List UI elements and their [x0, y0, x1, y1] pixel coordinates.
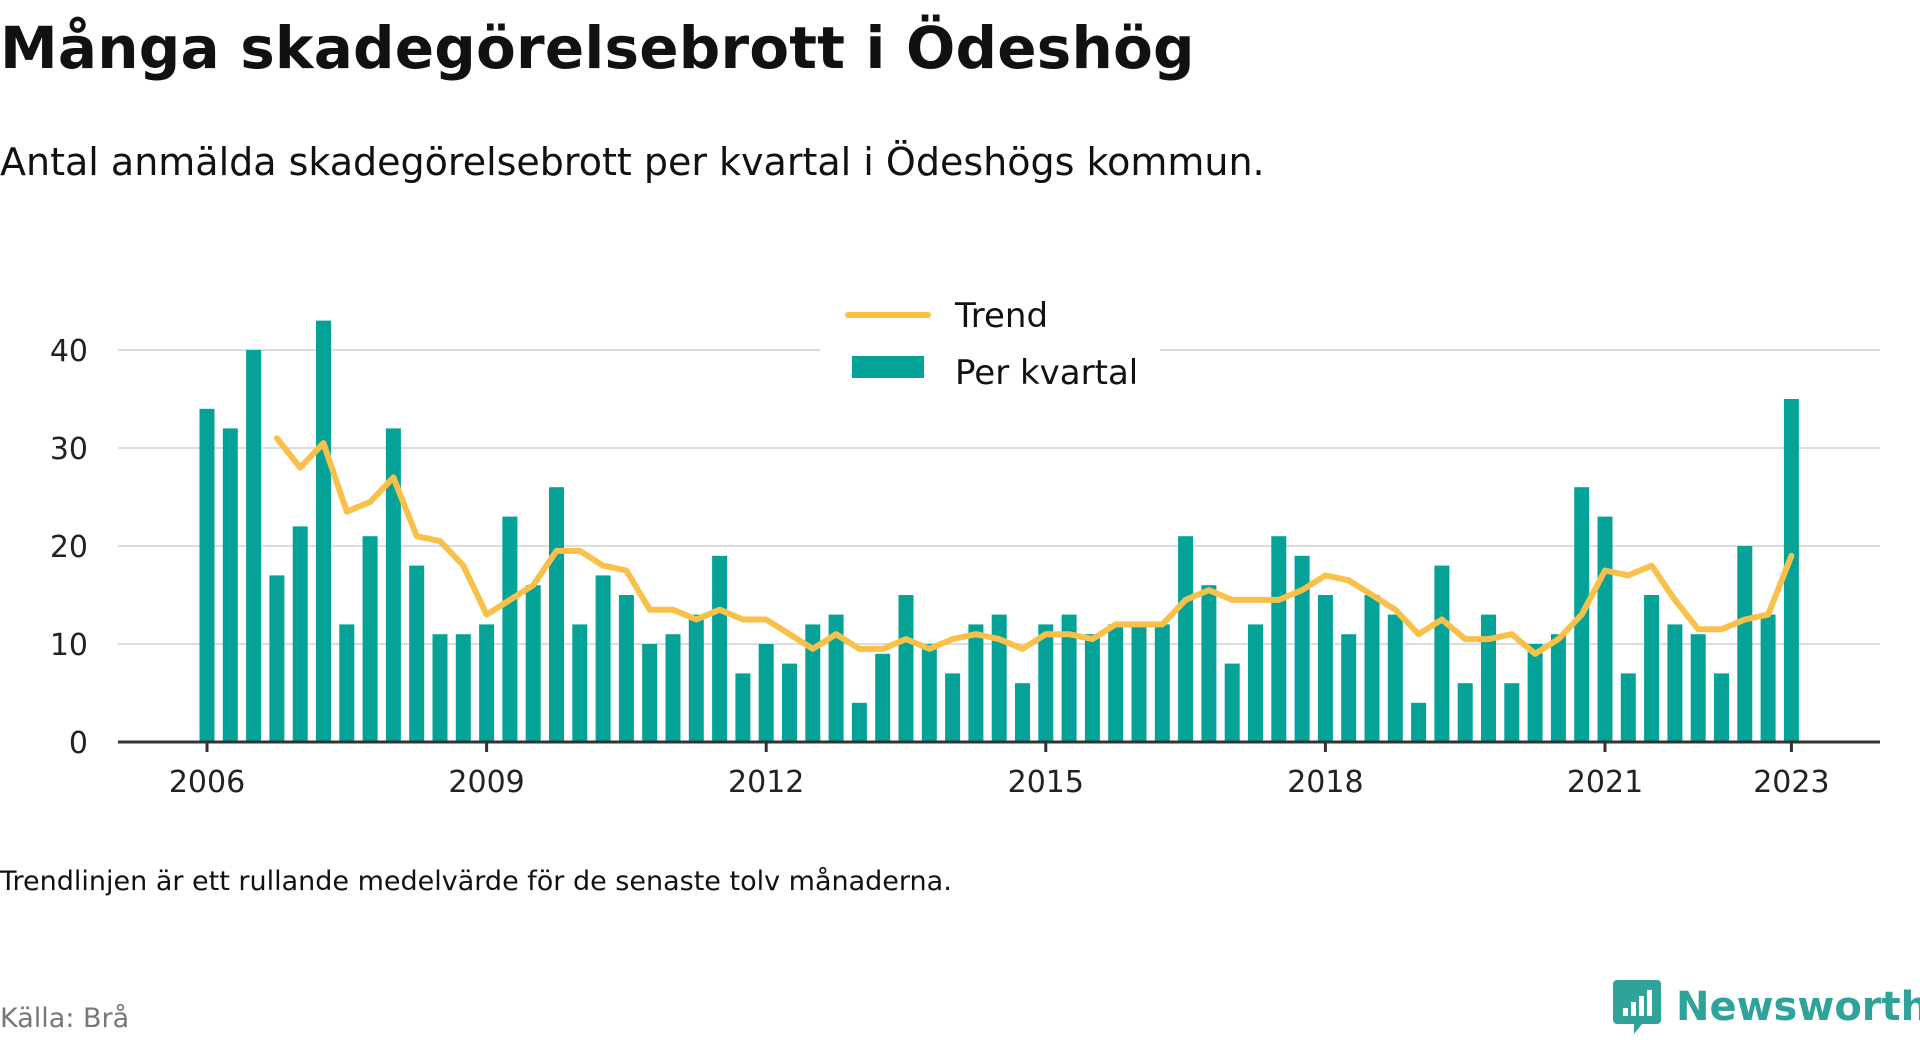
bar	[1224, 663, 1240, 742]
bar	[269, 575, 285, 742]
bar	[1038, 624, 1054, 742]
x-tick-label: 2015	[1008, 765, 1084, 800]
bar	[1387, 614, 1403, 742]
y-tick-label: 10	[50, 628, 88, 663]
bar	[222, 428, 238, 742]
x-tick-label: 2012	[728, 765, 804, 800]
bar	[1294, 555, 1310, 742]
source-label: Källa: Brå	[0, 1003, 130, 1034]
bar	[362, 536, 378, 742]
chart-title: Många skadegörelsebrott i Ödeshög	[0, 14, 1195, 82]
bar	[1550, 634, 1566, 742]
bar	[1084, 634, 1100, 742]
bar	[479, 624, 495, 742]
chart: 0 10 20 30 40 2006 2009 2012 2015 2018 2021 2023 T…	[50, 250, 1880, 800]
bar	[1481, 614, 1496, 742]
bar	[292, 526, 308, 742]
chart-note: Trendlinjen är ett rullande medelvärde f…	[0, 866, 952, 897]
bar	[688, 614, 704, 742]
trend-line	[273, 435, 1795, 657]
bar	[595, 575, 611, 742]
bar	[828, 614, 844, 742]
y-tick-label: 20	[50, 530, 88, 565]
bar	[618, 595, 634, 742]
bar	[199, 408, 215, 742]
bar	[432, 634, 448, 742]
y-tick-label: 30	[50, 432, 88, 467]
bar	[246, 350, 262, 742]
legend-bar-swatch	[852, 356, 924, 378]
bar	[572, 624, 588, 742]
bar	[1783, 399, 1799, 742]
bar	[1597, 516, 1613, 742]
bar	[1154, 624, 1170, 742]
bar	[1317, 595, 1333, 742]
bar	[1015, 683, 1030, 742]
legend-trend-label: Trend	[954, 296, 1048, 336]
x-tick-label: 2023	[1753, 765, 1829, 800]
bar	[921, 644, 937, 742]
bars-per-kvartal	[199, 320, 1799, 742]
x-tick-label: 2018	[1287, 765, 1363, 800]
bar	[316, 320, 331, 742]
bar	[1364, 595, 1380, 742]
bar	[525, 585, 541, 742]
bar	[1108, 624, 1124, 742]
x-tick-label: 2006	[169, 765, 245, 800]
bar	[968, 624, 984, 742]
bar	[665, 634, 681, 742]
bar	[1527, 644, 1543, 742]
legend-bar-label: Per kvartal	[955, 353, 1138, 393]
legend-background	[820, 250, 1160, 360]
bar	[1737, 546, 1753, 742]
bar	[1248, 624, 1263, 742]
brand-name: Newsworthy	[1676, 984, 1920, 1030]
bar	[735, 673, 751, 742]
bar	[805, 624, 821, 742]
trend-line-group	[273, 435, 1795, 657]
bar	[1411, 702, 1427, 742]
bar	[712, 555, 728, 742]
y-tick-label: 0	[69, 726, 88, 761]
bar	[1690, 634, 1706, 742]
bar	[1178, 536, 1194, 742]
bar	[1434, 565, 1450, 742]
bar	[455, 634, 471, 742]
bar	[1457, 683, 1473, 742]
bar	[1271, 536, 1287, 742]
bar	[1131, 624, 1147, 742]
bar	[1201, 585, 1217, 742]
bar	[642, 644, 658, 742]
bar	[758, 644, 774, 742]
bar	[1714, 673, 1729, 742]
bar	[782, 663, 797, 742]
bar	[502, 516, 518, 742]
bar	[1341, 634, 1357, 742]
bar	[1644, 595, 1660, 742]
bar	[1620, 673, 1636, 742]
gridlines	[118, 349, 1880, 645]
bar	[409, 565, 425, 742]
bar	[875, 653, 891, 742]
bar	[385, 428, 401, 742]
newsworthy-logo: Newsworthy	[1612, 978, 1920, 1036]
x-axis: 2006 2009 2012 2015 2018 2021 2023	[118, 740, 1880, 800]
bar	[898, 595, 914, 742]
bar	[851, 702, 867, 742]
bar	[1504, 683, 1520, 742]
bar	[991, 614, 1007, 742]
chart-subtitle: Antal anmälda skadegörelsebrott per kvar…	[0, 140, 1265, 184]
bar	[945, 673, 961, 742]
x-tick-label: 2009	[448, 765, 524, 800]
bar	[339, 624, 355, 742]
bar	[1061, 614, 1077, 742]
y-axis-ticks: 0 10 20 30 40	[50, 334, 88, 761]
bar	[549, 487, 564, 742]
legend: Trend Per kvartal	[820, 250, 1160, 393]
x-tick-label: 2021	[1567, 765, 1643, 800]
newsworthy-logo-icon	[1613, 980, 1661, 1034]
bar	[1667, 624, 1683, 742]
y-tick-label: 40	[50, 334, 88, 369]
bar	[1760, 614, 1776, 742]
